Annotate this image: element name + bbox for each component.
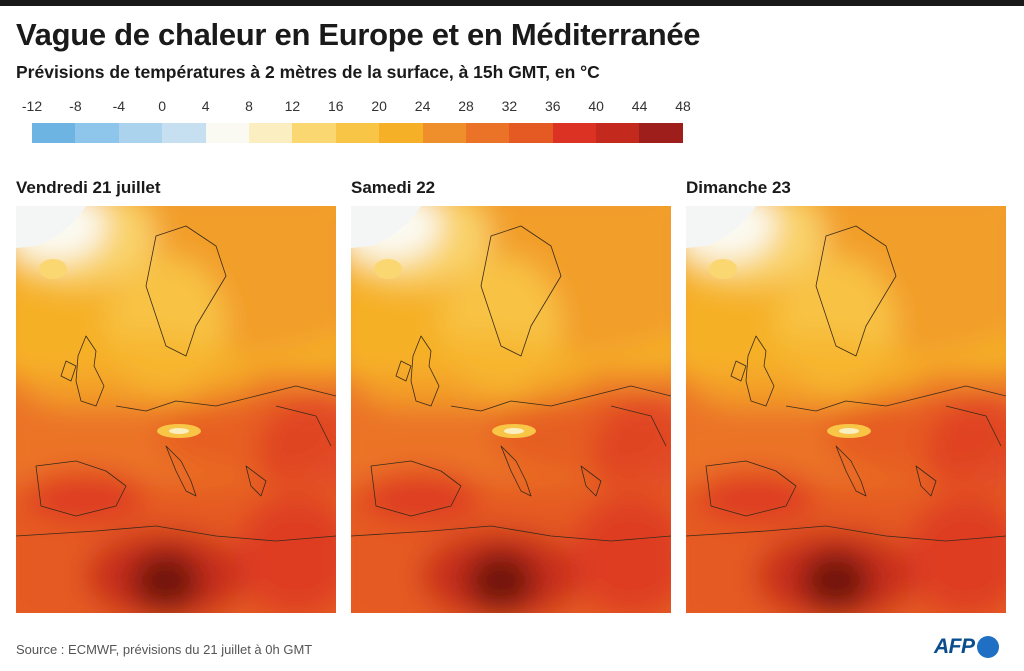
legend-tick: 24 [414, 98, 431, 114]
legend-tick: 4 [201, 98, 210, 114]
legend-color-step [596, 123, 640, 143]
legend-color-step [552, 123, 597, 143]
source-note: Source : ECMWF, prévisions du 21 juillet… [16, 642, 313, 657]
legend-color-step [379, 123, 423, 143]
legend-color-step [422, 123, 466, 143]
legend-tick: 40 [588, 98, 604, 114]
legend-tick: 28 [458, 98, 474, 114]
map-friday [16, 206, 336, 613]
legend-color-step [75, 123, 119, 143]
legend-color-step [335, 123, 380, 143]
legend-tick: 12 [284, 98, 301, 114]
legend-color-step [465, 123, 510, 143]
legend-tick: 44 [631, 98, 648, 114]
color-scale-legend: -12 -8 -4 0 4 8 12 16 20 24 28 32 36 40 44 48 [22, 98, 691, 146]
afp-logo-text: AFP [934, 635, 975, 658]
legend-tick: -4 [112, 98, 126, 114]
afp-logo: AFP [934, 633, 999, 661]
legend-color-step [639, 123, 683, 143]
page-subtitle: Prévisions de températures à 2 mètres de… [16, 62, 600, 82]
legend-color-step [32, 123, 76, 143]
panel-title-friday: Vendredi 21 juillet [16, 178, 161, 197]
legend-tick: 36 [545, 98, 561, 114]
legend-tick: -12 [21, 98, 43, 114]
panel-title-saturday: Samedi 22 [351, 178, 436, 197]
map-saturday [351, 206, 671, 613]
afp-logo-dot [976, 636, 999, 658]
legend-tick: 20 [371, 98, 387, 114]
legend-color-step [162, 123, 206, 143]
legend-tick: 32 [501, 98, 518, 114]
legend-color-step [509, 123, 553, 143]
page-title: Vague de chaleur en Europe et en Méditer… [16, 17, 701, 52]
legend-color-bar [32, 123, 683, 143]
top-rule [0, 0, 1024, 6]
legend-color-step [248, 123, 293, 143]
legend-color-step [118, 123, 163, 143]
legend-tick: 16 [328, 98, 344, 114]
legend-color-step [205, 123, 249, 143]
legend-tick: 48 [675, 98, 691, 114]
map-sunday [686, 206, 1006, 613]
legend-tick: 0 [158, 98, 167, 114]
legend-tick: -8 [69, 98, 82, 114]
legend-color-step [292, 123, 336, 143]
panel-title-sunday: Dimanche 23 [686, 178, 791, 197]
legend-tick: 8 [245, 98, 253, 114]
